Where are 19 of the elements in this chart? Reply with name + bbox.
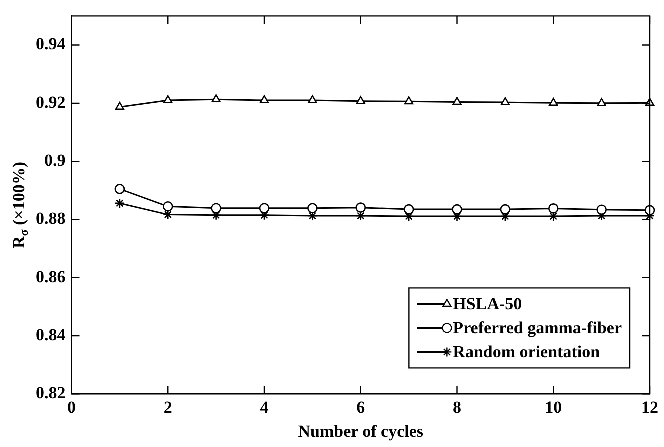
- y-tick-label: 0.84: [36, 325, 66, 344]
- legend-label: Preferred gamma-fiber: [453, 318, 622, 338]
- x-tick-label: 0: [68, 398, 76, 417]
- y-axis-title: Rσ (×100%): [9, 162, 32, 248]
- x-tick-label: 2: [164, 398, 172, 417]
- y-tick-label: 0.86: [36, 267, 66, 286]
- y-tick-label: 0.92: [36, 92, 66, 112]
- x-tick-label: 8: [453, 398, 462, 417]
- x-tick-label: 12: [642, 398, 658, 417]
- y-tick-label: 0.82: [36, 384, 66, 403]
- y-tick-label: 0.94: [36, 34, 66, 54]
- y-tick-label: 0.9: [44, 150, 66, 170]
- x-tick-label: 10: [545, 398, 562, 417]
- legend-label: Random orientation: [453, 342, 601, 362]
- x-axis-title: Number of cycles: [298, 422, 424, 442]
- y-tick-label: 0.88: [36, 209, 66, 228]
- x-tick-label: 4: [260, 398, 270, 417]
- legend-label: HSLA-50: [453, 294, 522, 314]
- x-tick-label: 6: [356, 398, 366, 417]
